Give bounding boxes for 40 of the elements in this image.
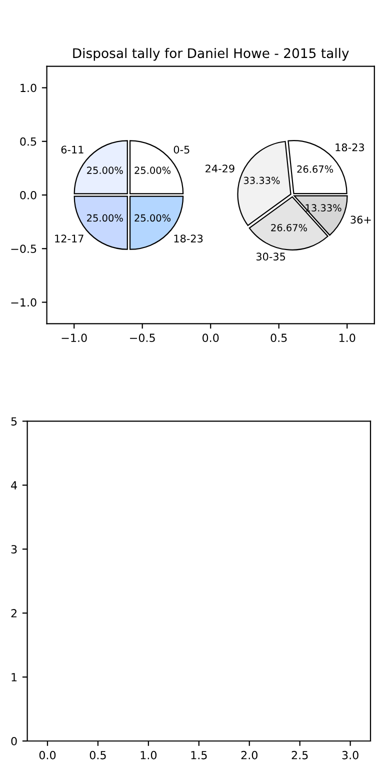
- data-label: 13.33%: [306, 204, 342, 212]
- y-tick-label: 1.0: [20, 84, 36, 92]
- slice-label: 36+: [350, 216, 371, 224]
- slice-label: 18-23: [336, 143, 364, 152]
- slice-label: 12-17: [55, 234, 84, 242]
- x-tick-label: 1.5: [191, 751, 207, 760]
- x-tick-label: 1.0: [140, 750, 157, 760]
- slice-label: 0-5: [174, 146, 190, 154]
- y-tick-label: −1.0: [11, 298, 36, 307]
- x-tick-label: 0.5: [270, 334, 287, 342]
- x-tick-label: 2.5: [292, 750, 308, 760]
- y-tick-label: 0.0: [20, 190, 36, 200]
- y-tick-label: −0.5: [11, 244, 36, 254]
- y-tick-label: 1: [12, 673, 17, 682]
- data-label: 26.67%: [271, 224, 307, 232]
- y-tick-label: 4: [11, 481, 17, 490]
- data-label: 25.00%: [87, 166, 123, 174]
- y-tick-label: 0.5: [20, 137, 36, 146]
- slice-label: 6-11: [61, 146, 84, 154]
- slice-label: 30-35: [256, 252, 286, 261]
- data-label: 33.33%: [244, 176, 280, 184]
- y-tick-label: 0: [11, 736, 17, 746]
- data-label: 25.00%: [134, 166, 171, 174]
- slice-label: 24-29: [206, 164, 234, 172]
- y-tick-label: 3: [11, 545, 17, 554]
- y-tick-label: 5: [11, 417, 17, 426]
- x-tick-label: 0.5: [90, 750, 106, 760]
- y-tick-label: 2: [11, 609, 16, 618]
- data-label: 26.67%: [297, 165, 334, 173]
- x-tick-label: 3.0: [342, 750, 358, 760]
- x-tick-label: 0.0: [39, 750, 56, 760]
- x-tick-label: 0.0: [202, 334, 219, 342]
- data-label: 25.00%: [134, 214, 171, 222]
- x-tick-label: −1.0: [62, 334, 87, 342]
- x-tick-label: 1.0: [339, 334, 356, 342]
- slice-label: 18-23: [174, 234, 203, 242]
- x-tick-label: −0.5: [130, 334, 155, 342]
- data-label: 25.00%: [87, 214, 123, 222]
- x-tick-label: 2.0: [241, 750, 258, 760]
- chart-title: Disposal tally for Daniel Howe - 2015 tally: [73, 48, 349, 61]
